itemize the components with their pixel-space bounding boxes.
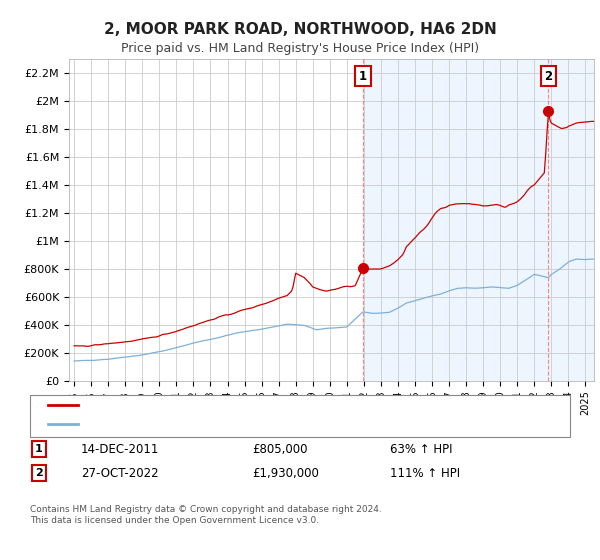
Text: £1,930,000: £1,930,000 xyxy=(252,466,319,480)
Text: 27-OCT-2022: 27-OCT-2022 xyxy=(81,466,158,480)
Text: 2, MOOR PARK ROAD, NORTHWOOD, HA6 2DN: 2, MOOR PARK ROAD, NORTHWOOD, HA6 2DN xyxy=(104,22,496,38)
Bar xyxy=(363,59,594,381)
Text: 2, MOOR PARK ROAD, NORTHWOOD, HA6 2DN (detached house): 2, MOOR PARK ROAD, NORTHWOOD, HA6 2DN (d… xyxy=(87,400,422,410)
Text: £805,000: £805,000 xyxy=(252,442,308,456)
Text: 1: 1 xyxy=(359,70,367,83)
Text: 2: 2 xyxy=(544,70,553,83)
Text: 63% ↑ HPI: 63% ↑ HPI xyxy=(390,442,452,456)
Text: Contains HM Land Registry data © Crown copyright and database right 2024.
This d: Contains HM Land Registry data © Crown c… xyxy=(30,506,382,525)
Text: HPI: Average price, detached house, Hillingdon: HPI: Average price, detached house, Hill… xyxy=(87,419,332,429)
Text: Price paid vs. HM Land Registry's House Price Index (HPI): Price paid vs. HM Land Registry's House … xyxy=(121,42,479,55)
Text: 1: 1 xyxy=(35,444,43,454)
Text: 14-DEC-2011: 14-DEC-2011 xyxy=(81,442,160,456)
Text: 2: 2 xyxy=(35,468,43,478)
Text: 111% ↑ HPI: 111% ↑ HPI xyxy=(390,466,460,480)
